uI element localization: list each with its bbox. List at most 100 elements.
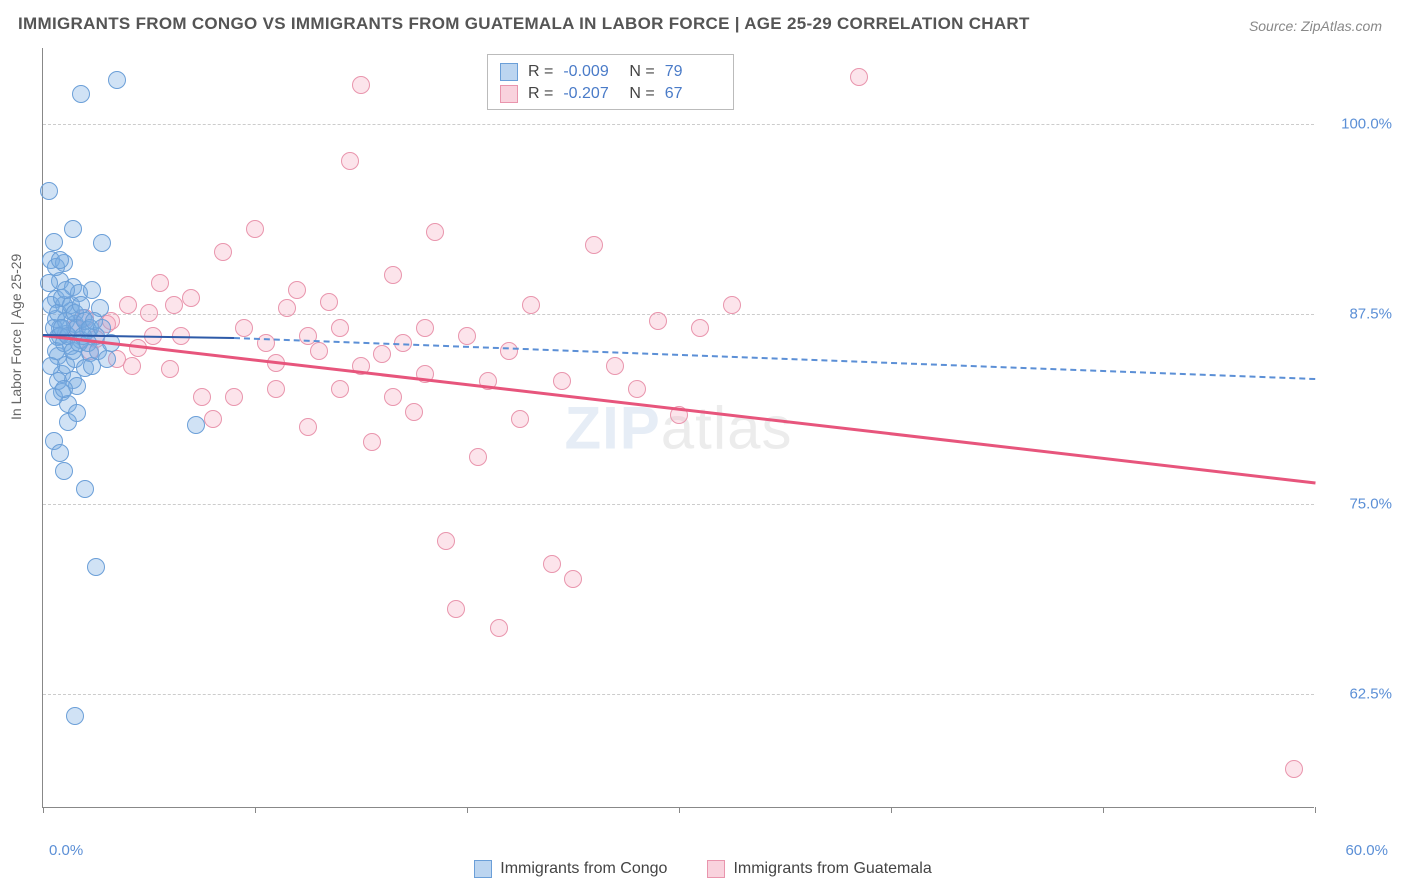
- stat-r-label: R =: [528, 63, 553, 81]
- x-tick: [467, 807, 468, 813]
- scatter-point-congo: [87, 558, 105, 576]
- scatter-point-guatemala: [606, 357, 624, 375]
- gridline: [43, 314, 1314, 315]
- legend-label: Immigrants from Guatemala: [733, 860, 931, 878]
- scatter-point-congo: [72, 85, 90, 103]
- scatter-point-guatemala: [384, 266, 402, 284]
- scatter-point-congo: [51, 251, 69, 269]
- scatter-point-guatemala: [235, 319, 253, 337]
- y-tick-label: 87.5%: [1322, 306, 1392, 323]
- scatter-point-guatemala: [288, 281, 306, 299]
- scatter-point-guatemala: [511, 410, 529, 428]
- scatter-point-guatemala: [299, 327, 317, 345]
- scatter-point-guatemala: [119, 296, 137, 314]
- scatter-point-guatemala: [151, 274, 169, 292]
- stat-n-label: N =: [629, 63, 654, 81]
- stat-n-value: 79: [665, 63, 721, 81]
- scatter-point-guatemala: [267, 380, 285, 398]
- watermark: ZIPatlas: [564, 393, 792, 462]
- plot-area: ZIPatlas R =-0.009N =79R =-0.207N =67 0.…: [42, 48, 1314, 808]
- scatter-point-congo: [45, 233, 63, 251]
- scatter-point-congo: [55, 380, 73, 398]
- x-tick: [679, 807, 680, 813]
- scatter-point-guatemala: [214, 243, 232, 261]
- gridline: [43, 504, 1314, 505]
- scatter-point-guatemala: [320, 293, 338, 311]
- scatter-point-congo: [66, 707, 84, 725]
- legend-swatch-pink: [707, 860, 725, 878]
- scatter-point-guatemala: [299, 418, 317, 436]
- scatter-point-guatemala: [331, 380, 349, 398]
- scatter-point-guatemala: [384, 388, 402, 406]
- scatter-point-congo: [187, 416, 205, 434]
- x-tick: [43, 807, 44, 813]
- scatter-point-guatemala: [649, 312, 667, 330]
- scatter-point-guatemala: [490, 619, 508, 637]
- legend-item: Immigrants from Guatemala: [707, 860, 931, 878]
- scatter-point-congo: [64, 220, 82, 238]
- y-tick-label: 75.0%: [1322, 496, 1392, 513]
- legend-item: Immigrants from Congo: [474, 860, 667, 878]
- x-axis-max-label: 60.0%: [1345, 842, 1388, 859]
- scatter-point-guatemala: [373, 345, 391, 363]
- legend-swatch-pink: [500, 85, 518, 103]
- scatter-point-guatemala: [182, 289, 200, 307]
- scatter-point-guatemala: [310, 342, 328, 360]
- gridline: [43, 124, 1314, 125]
- scatter-point-guatemala: [161, 360, 179, 378]
- x-axis-min-label: 0.0%: [49, 842, 83, 859]
- scatter-point-congo: [76, 480, 94, 498]
- scatter-point-congo: [51, 444, 69, 462]
- scatter-point-guatemala: [447, 600, 465, 618]
- stats-legend: R = -0.009 N = 79 R =-0.207N =67: [487, 54, 734, 110]
- scatter-point-congo: [40, 182, 58, 200]
- stats-legend-row: R =-0.207N =67: [500, 83, 721, 105]
- trendline-guatemala: [43, 334, 1315, 484]
- stats-legend-row: R = -0.009 N = 79: [500, 61, 721, 83]
- scatter-point-guatemala: [426, 223, 444, 241]
- stat-n-value: 67: [665, 85, 721, 103]
- scatter-point-guatemala: [225, 388, 243, 406]
- bottom-legend: Immigrants from Congo Immigrants from Gua…: [0, 860, 1406, 878]
- scatter-point-guatemala: [416, 319, 434, 337]
- source-label: Source: ZipAtlas.com: [1249, 18, 1382, 34]
- legend-label: Immigrants from Congo: [500, 860, 667, 878]
- y-tick-label: 62.5%: [1322, 686, 1392, 703]
- scatter-point-guatemala: [352, 76, 370, 94]
- y-axis-label: In Labor Force | Age 25-29: [8, 254, 24, 420]
- scatter-point-guatemala: [458, 327, 476, 345]
- x-tick: [1103, 807, 1104, 813]
- scatter-point-guatemala: [246, 220, 264, 238]
- scatter-point-guatemala: [500, 342, 518, 360]
- scatter-point-guatemala: [341, 152, 359, 170]
- chart-title: IMMIGRANTS FROM CONGO VS IMMIGRANTS FROM…: [18, 14, 1030, 34]
- scatter-point-guatemala: [723, 296, 741, 314]
- stat-r-value: -0.009: [563, 63, 619, 81]
- scatter-point-guatemala: [363, 433, 381, 451]
- x-tick: [1315, 807, 1316, 813]
- scatter-point-congo: [98, 350, 116, 368]
- scatter-point-guatemala: [628, 380, 646, 398]
- scatter-point-guatemala: [522, 296, 540, 314]
- scatter-point-guatemala: [585, 236, 603, 254]
- scatter-point-guatemala: [204, 410, 222, 428]
- scatter-point-guatemala: [437, 532, 455, 550]
- scatter-point-guatemala: [405, 403, 423, 421]
- scatter-point-congo: [93, 234, 111, 252]
- scatter-point-guatemala: [193, 388, 211, 406]
- scatter-point-guatemala: [1285, 760, 1303, 778]
- scatter-point-guatemala: [165, 296, 183, 314]
- y-tick-label: 100.0%: [1322, 116, 1392, 133]
- scatter-point-guatemala: [564, 570, 582, 588]
- stat-r-label: R =: [528, 85, 553, 103]
- trendline-congo-dashed: [234, 337, 1315, 380]
- scatter-point-guatemala: [123, 357, 141, 375]
- x-tick: [891, 807, 892, 813]
- scatter-point-guatemala: [691, 319, 709, 337]
- gridline: [43, 694, 1314, 695]
- x-tick: [255, 807, 256, 813]
- scatter-point-guatemala: [850, 68, 868, 86]
- scatter-point-guatemala: [331, 319, 349, 337]
- legend-swatch-blue: [474, 860, 492, 878]
- scatter-point-guatemala: [278, 299, 296, 317]
